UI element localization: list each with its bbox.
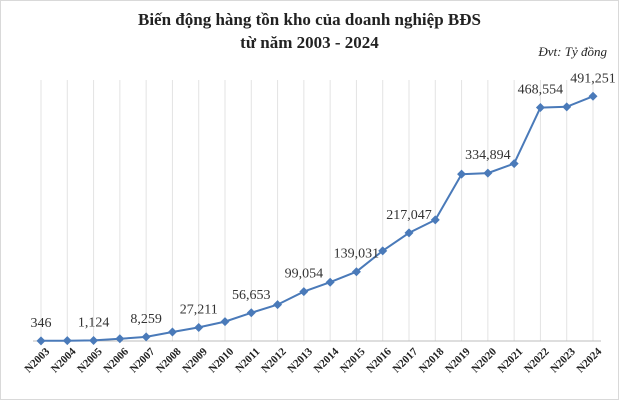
data-point-N2006 bbox=[115, 334, 125, 344]
chart-title-line-2: từ năm 2003 - 2024 bbox=[240, 33, 379, 52]
data-label-N2017: 217,047 bbox=[386, 208, 432, 223]
data-label-N2011: 56,653 bbox=[232, 288, 271, 303]
data-point-N2016 bbox=[378, 246, 388, 256]
x-tick-label: N2012 bbox=[259, 345, 289, 375]
data-point-N2024 bbox=[588, 91, 598, 101]
x-tick-label: N2018 bbox=[417, 345, 447, 375]
data-label-N2003: 346 bbox=[31, 316, 52, 331]
data-point-N2023 bbox=[562, 102, 572, 112]
x-tick-label: N2024 bbox=[575, 345, 605, 375]
x-tick-label: N2013 bbox=[285, 345, 315, 375]
data-label-N2009: 27,211 bbox=[180, 302, 218, 317]
data-point-N2019 bbox=[457, 169, 467, 179]
x-tick-label: N2020 bbox=[469, 345, 499, 375]
data-labels: 346 1,124 8,259 27,211 56,653 99,054 139,031 21… bbox=[31, 71, 616, 331]
data-label-N2007: 8,259 bbox=[130, 312, 162, 327]
x-tick-label: N2014 bbox=[312, 345, 342, 375]
x-tick-label: N2004 bbox=[49, 345, 79, 375]
data-point-N2010 bbox=[220, 317, 230, 327]
x-tick-label: N2019 bbox=[443, 345, 473, 375]
chart-title-line-1: Biến động hàng tồn kho của doanh nghiệp … bbox=[138, 10, 481, 29]
data-point-N2021 bbox=[509, 159, 519, 169]
x-tick-label: N2007 bbox=[128, 345, 158, 375]
x-tick-label: N2010 bbox=[207, 345, 237, 375]
x-tick-label: N2017 bbox=[391, 345, 421, 375]
data-point-N2011 bbox=[246, 308, 256, 318]
data-point-N2007 bbox=[141, 332, 151, 342]
data-point-N2015 bbox=[351, 267, 361, 277]
x-tick-label: N2016 bbox=[364, 345, 394, 375]
x-tick-label: N2005 bbox=[75, 345, 105, 375]
x-tick-label: N2022 bbox=[522, 345, 552, 375]
data-point-N2004 bbox=[62, 336, 72, 346]
data-point-N2014 bbox=[325, 277, 335, 287]
data-point-N2009 bbox=[194, 322, 204, 332]
data-label-N2013: 99,054 bbox=[285, 267, 324, 282]
data-point-N2012 bbox=[273, 300, 283, 310]
chart-title: Biến động hàng tồn kho của doanh nghiệp … bbox=[0, 8, 619, 54]
data-point-N2018 bbox=[430, 215, 440, 225]
gridlines bbox=[33, 80, 601, 342]
unit-label: Đvt: Tỷ đồng bbox=[538, 44, 607, 59]
data-label-N2022: 468,554 bbox=[518, 83, 564, 98]
x-tick-label: N2009 bbox=[180, 345, 210, 375]
data-label-N2005: 1,124 bbox=[78, 315, 110, 330]
data-point-N2005 bbox=[89, 335, 99, 345]
x-tick-label: N2006 bbox=[101, 345, 131, 375]
series-line bbox=[40, 95, 594, 342]
data-point-N2022 bbox=[535, 103, 545, 113]
x-tick-label: N2021 bbox=[496, 346, 526, 376]
x-tick-label: N2015 bbox=[338, 345, 368, 375]
data-label-N2020: 334,894 bbox=[465, 148, 511, 163]
markers bbox=[36, 91, 598, 346]
data-label-N2015: 139,031 bbox=[334, 247, 380, 262]
data-label-N2024: 491,251 bbox=[570, 71, 616, 86]
x-tick-label: N2003 bbox=[23, 345, 53, 375]
x-tick-label: N2023 bbox=[548, 345, 578, 375]
data-point-N2008 bbox=[167, 327, 177, 337]
data-point-N2017 bbox=[404, 228, 414, 238]
data-point-N2013 bbox=[299, 287, 309, 297]
x-tick-label: N2011 bbox=[233, 346, 262, 375]
data-point-N2003 bbox=[36, 336, 46, 346]
x-tick-label: N2008 bbox=[154, 345, 184, 375]
data-point-N2020 bbox=[483, 168, 493, 178]
x-axis-ticks: N2003N2004N2005N2006N2007N2008N2009N2010… bbox=[23, 345, 605, 375]
